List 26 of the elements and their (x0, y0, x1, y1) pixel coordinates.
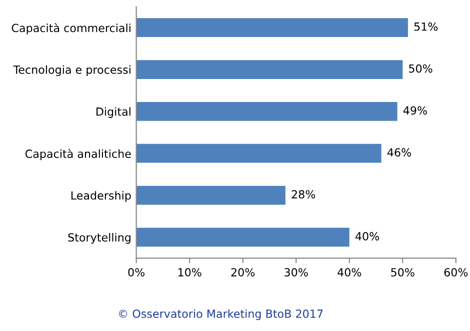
x-tick-label: 10% (178, 268, 202, 277)
y-tick-label: Storytelling (68, 232, 130, 244)
x-tick-label: 60% (444, 268, 468, 277)
bar (136, 60, 403, 79)
y-tick-label: Capacità analitiche (25, 148, 131, 160)
data-label: 49% (403, 106, 427, 115)
x-tick-label: 40% (338, 268, 362, 277)
y-tick-label: Tecnologia e processi (13, 65, 130, 76)
y-tick-label: Digital (96, 107, 130, 118)
x-tick-label: 50% (391, 268, 414, 277)
bar (136, 102, 398, 121)
y-tick-label: Capacità commerciali (12, 23, 130, 34)
data-label: 51% (414, 22, 438, 31)
text: © Osservatorio Marketing BtoB 2017 (119, 309, 323, 320)
bar (136, 144, 382, 163)
y-tick-label: Leadership (71, 191, 131, 202)
bar (136, 228, 350, 247)
data-label: 50% (409, 64, 432, 73)
data-label: 46% (387, 148, 411, 157)
data-label: 40% (355, 232, 380, 240)
x-tick-label: 20% (231, 268, 255, 277)
data-label: 28% (292, 190, 316, 199)
x-tick-label: 0% (128, 268, 144, 277)
bar (136, 186, 286, 205)
x-tick-label: 30% (284, 268, 308, 277)
bar (136, 18, 408, 38)
